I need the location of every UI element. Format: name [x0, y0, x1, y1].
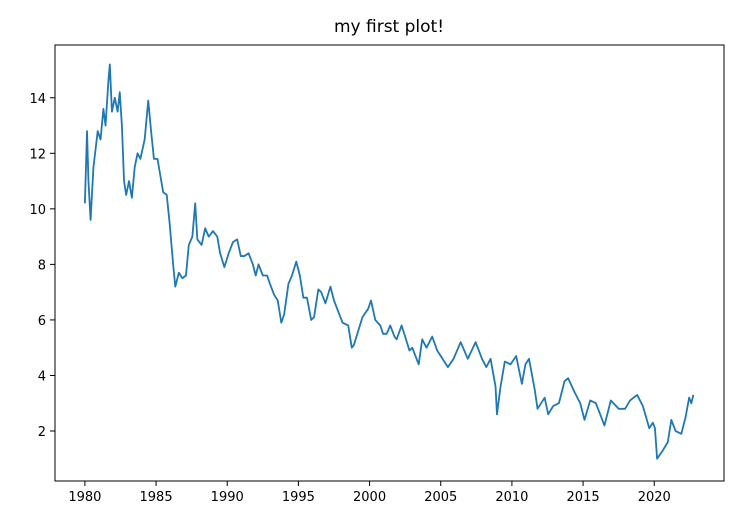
y-tick-label: 6: [38, 314, 46, 329]
x-tick-label: 2010: [495, 490, 528, 505]
x-tick-label: 2005: [424, 490, 457, 505]
y-tick-label: 4: [38, 369, 46, 384]
line: [83, 63, 695, 460]
x-tick-label: 2020: [638, 490, 671, 505]
axes-frame: [54, 44, 725, 482]
chart-title: my first plot!: [334, 17, 444, 37]
x-tick-label: 1980: [68, 490, 101, 505]
x-tick-label: 2000: [353, 490, 386, 505]
y-tick-label: 12: [29, 147, 46, 162]
x-tick-label: 2015: [567, 490, 600, 505]
x-tick-label: 1990: [211, 490, 244, 505]
y-tick-label: 10: [29, 203, 46, 218]
y-tick-label: 2: [38, 425, 46, 440]
y-tick-label: 14: [29, 92, 46, 107]
x-tick-label: 1995: [282, 490, 315, 505]
x-tick-label: 1985: [140, 490, 173, 505]
y-tick-label: 8: [38, 258, 46, 273]
